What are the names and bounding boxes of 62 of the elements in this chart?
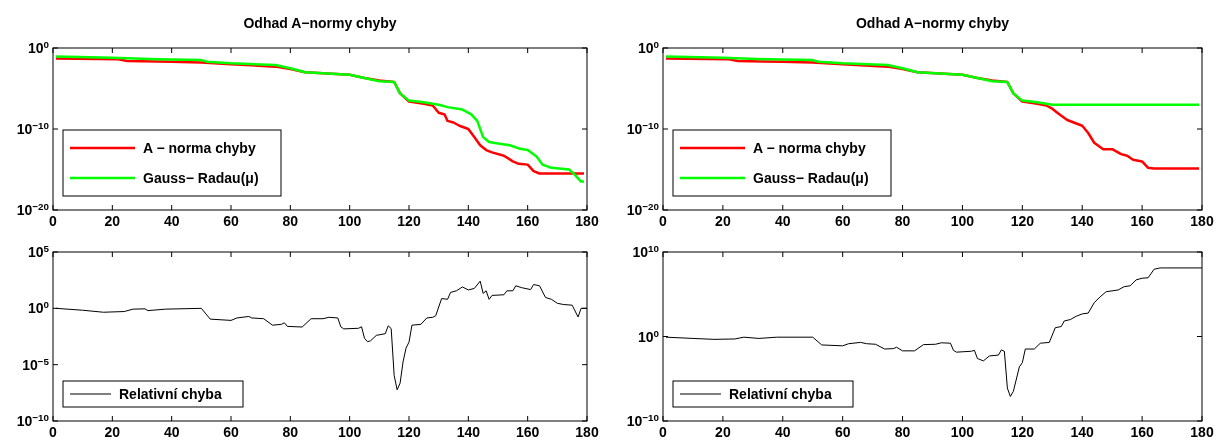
x-tick-label: 20 xyxy=(715,213,731,229)
y-tick-label: 10$^{−10}$ xyxy=(16,411,50,429)
y-tick-label: 10$^{0}$ xyxy=(27,38,50,56)
x-tick-label: 0 xyxy=(659,213,668,229)
x-tick-label: 0 xyxy=(49,424,58,440)
x-tick-label: 160 xyxy=(1130,424,1154,440)
y-tick-label: 10$^{5}$ xyxy=(27,242,50,260)
x-tick-label: 40 xyxy=(163,424,180,440)
x-tick-label: 80 xyxy=(282,213,299,229)
legend-label: A − norma chyby xyxy=(753,140,866,156)
y-tick-label: 10$^{−10}$ xyxy=(626,119,660,137)
x-tick-label: 120 xyxy=(397,424,421,440)
x-tick-label: 100 xyxy=(337,424,362,440)
x-tick-label: 80 xyxy=(282,424,299,440)
x-tick-label: 140 xyxy=(1070,213,1095,229)
x-tick-label: 160 xyxy=(515,213,540,229)
y-tick-label: 10$^{0}$ xyxy=(27,298,50,317)
x-tick-label: 60 xyxy=(223,213,239,229)
x-tick-label: 120 xyxy=(397,213,421,229)
x-tick-label: 180 xyxy=(575,213,599,229)
x-tick-label: 140 xyxy=(1070,424,1095,440)
x-tick-label: 60 xyxy=(834,424,851,440)
x-tick-label: 140 xyxy=(456,424,481,440)
x-tick-label: 100 xyxy=(337,213,362,229)
x-tick-label: 160 xyxy=(515,424,540,440)
legend-label: Relativní chyba xyxy=(119,386,222,402)
x-tick-label: 140 xyxy=(456,213,481,229)
y-tick-label: 10$^{−20}$ xyxy=(626,200,660,218)
x-tick-label: 160 xyxy=(1130,213,1154,229)
legend-label: Gauss− Radau(μ) xyxy=(143,170,259,186)
x-tick-label: 20 xyxy=(715,424,731,440)
line-series xyxy=(664,55,1201,106)
x-tick-label: 20 xyxy=(104,213,121,229)
x-tick-label: 0 xyxy=(49,213,58,229)
x-tick-label: 60 xyxy=(223,424,239,440)
y-tick-label: 10$^{10}$ xyxy=(632,242,660,260)
y-tick-label: 10$^{0}$ xyxy=(637,38,660,56)
x-tick-label: 100 xyxy=(950,213,975,229)
x-tick-label: 60 xyxy=(834,213,851,229)
y-tick-label: 10$^{−5}$ xyxy=(22,355,50,373)
x-tick-label: 120 xyxy=(1010,213,1035,229)
chart-title: Odhad A−normy chyby xyxy=(243,15,397,31)
x-tick-label: 100 xyxy=(950,424,975,440)
y-tick-label: 10$^{0}$ xyxy=(637,327,660,345)
x-tick-label: 80 xyxy=(894,424,911,440)
x-tick-label: 180 xyxy=(575,424,599,440)
legend-label: Gauss− Radau(μ) xyxy=(753,170,869,186)
x-tick-label: 0 xyxy=(659,424,668,440)
x-tick-label: 80 xyxy=(894,213,911,229)
x-tick-label: 40 xyxy=(163,213,180,229)
y-tick-label: 10$^{−10}$ xyxy=(16,119,50,137)
x-tick-label: 120 xyxy=(1010,424,1035,440)
x-tick-label: 180 xyxy=(1190,213,1214,229)
x-tick-label: 20 xyxy=(104,424,121,440)
chart-title: Odhad A−normy chyby xyxy=(855,15,1010,31)
legend-label: Relativní chyba xyxy=(729,386,832,402)
x-tick-label: 180 xyxy=(1190,424,1214,440)
x-tick-label: 40 xyxy=(774,424,791,440)
x-tick-label: 40 xyxy=(774,213,791,229)
y-tick-label: 10$^{−20}$ xyxy=(16,200,50,218)
legend-label: A − norma chyby xyxy=(143,140,256,156)
y-tick-label: 10$^{−10}$ xyxy=(626,411,660,429)
